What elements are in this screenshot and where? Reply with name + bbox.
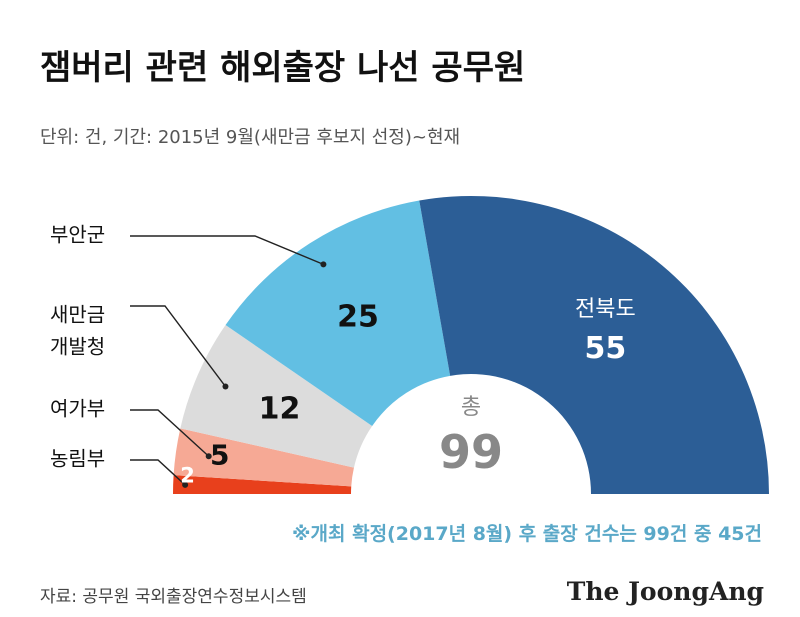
value-label: 12 [259,392,301,427]
leader-dot [222,383,229,390]
slice-saemangeum-agency [180,325,373,468]
leader-dot [320,261,327,268]
value-label: 55 [584,331,626,366]
leader-dot [182,481,189,488]
source-text: 자료: 공무원 국외출장연수정보시스템 [40,587,307,607]
brand-logo: The JoongAng [566,577,764,606]
slice-gender-equality-ministry [173,428,354,487]
leader-line [130,459,186,486]
total-label: 총 [461,395,481,420]
chart-title: 잼버리 관련 해외출장 나선 공무원 [40,48,526,88]
leader-line [130,305,227,387]
value-label: 25 [337,300,379,335]
slice-inner-label: 전북도 [575,297,636,322]
leader-line [130,409,210,457]
category-label-agriculture-ministry: 농림부 [50,447,105,471]
slice-buan-county [225,200,451,426]
leader-line [130,235,324,265]
category-label-saemangeum-agency: 새만금 [50,303,105,327]
slice-agriculture-ministry [173,475,352,494]
total-value: 99 [439,425,503,479]
chart-subtitle: 단위: 건, 기간: 2015년 9월(새만금 후보지 선정)~현재 [40,127,461,148]
category-label-saemangeum-agency: 개발청 [50,335,105,359]
value-label: 5 [210,439,229,472]
leader-dot [205,453,212,460]
category-label-buan-county: 부안군 [50,223,105,247]
category-label-gender-equality-ministry: 여가부 [50,397,105,421]
value-label: 2 [180,463,195,487]
footnote: ※개최 확정(2017년 8월) 후 출장 건수는 99건 중 45건 [292,523,762,545]
slice-jeonbuk-province [419,195,769,494]
